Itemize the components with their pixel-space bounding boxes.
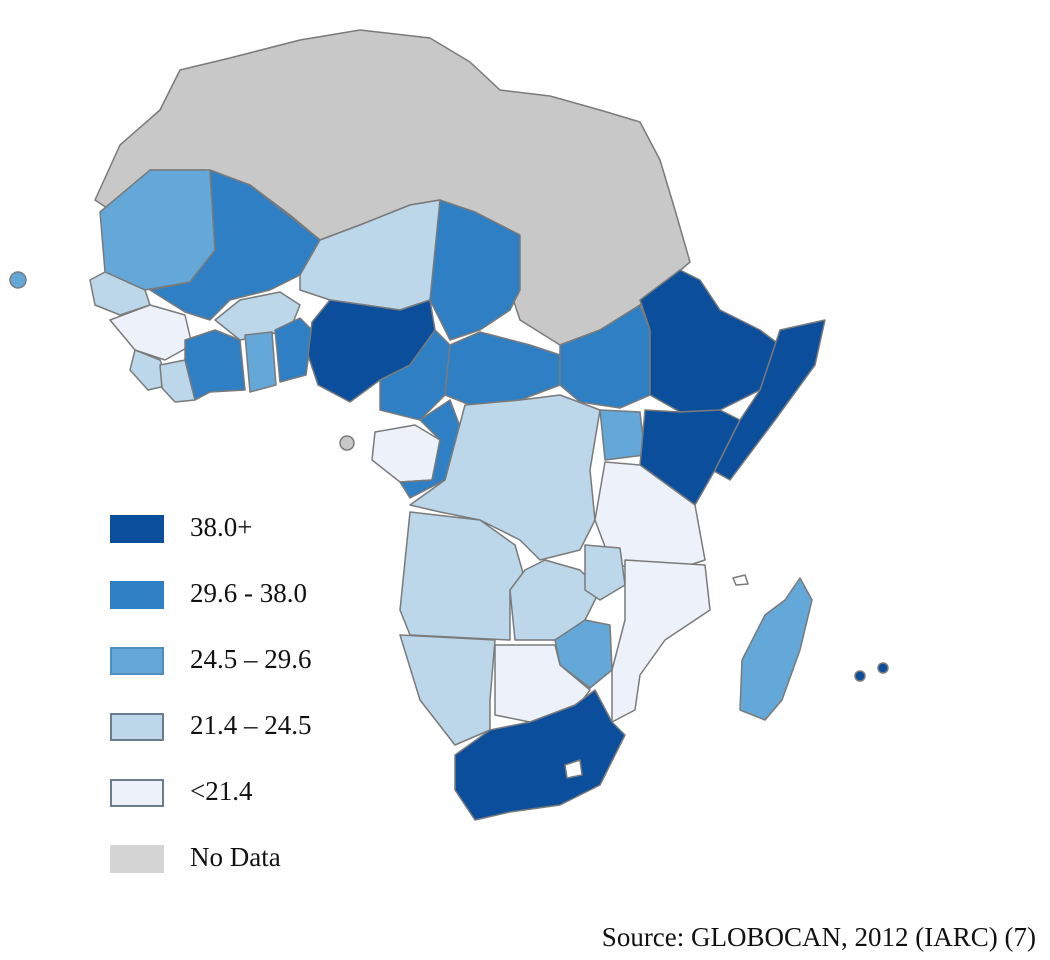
region-uganda: [599, 409, 646, 461]
region-mali: [149, 169, 321, 321]
region-gabon: [371, 424, 441, 483]
island-comoros: [732, 574, 749, 586]
region-south-africa: [454, 689, 626, 821]
region-mozambique: [611, 559, 711, 723]
legend-label: 21.4 – 24.5: [190, 710, 312, 740]
region-cote-divoire: [184, 329, 246, 401]
legend-label: 24.5 – 29.6: [190, 644, 312, 674]
region-lesotho: [564, 759, 583, 779]
legend-label: 29.6 - 38.0: [190, 578, 307, 608]
island-sao-tome: [339, 435, 355, 451]
legend-swatch: [110, 845, 164, 873]
island-mauritius: [854, 670, 866, 682]
region-ghana: [244, 331, 277, 393]
legend-swatch: [110, 713, 164, 741]
region-malawi: [584, 544, 626, 601]
island-cape-verde: [9, 271, 27, 289]
legend-label: <21.4: [190, 776, 253, 806]
region-somalia: [711, 319, 826, 481]
region-car: [444, 331, 561, 406]
source-citation: Source: GLOBOCAN, 2012 (IARC) (7): [601, 922, 1036, 952]
region-madagascar: [739, 577, 813, 721]
region-sierra-leone: [129, 349, 171, 391]
legend-swatch: [110, 581, 164, 609]
legend-swatch: [110, 647, 164, 675]
legend-swatch: [110, 515, 164, 543]
legend-label: No Data: [190, 842, 281, 872]
legend-swatch: [110, 779, 164, 807]
region-liberia: [159, 359, 196, 403]
legend-label: 38.0+: [190, 512, 253, 542]
region-congo: [399, 399, 466, 499]
region-chad: [429, 199, 521, 341]
region-namibia: [399, 634, 496, 746]
region-togo-benin: [274, 317, 313, 383]
region-drc: [409, 394, 601, 561]
island-reunion: [877, 662, 889, 674]
